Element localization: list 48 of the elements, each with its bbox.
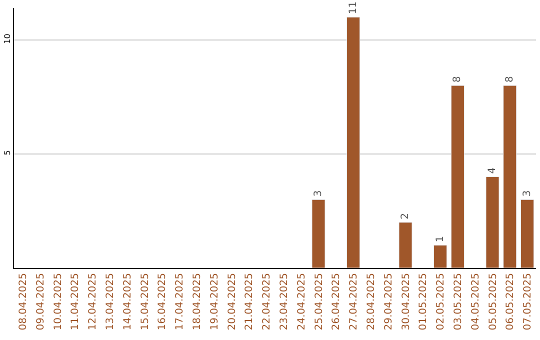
data-label: 8 [504, 76, 516, 83]
x-tick-label: 12.04.2025 [88, 273, 99, 330]
x-tick-label: 01.05.2025 [418, 273, 430, 330]
x-tick-label: 21.04.2025 [244, 273, 256, 330]
x-tick-label: 25.04.2025 [314, 273, 325, 330]
x-tick-label: 18.04.2025 [192, 273, 203, 330]
x-tick-label: 24.04.2025 [296, 273, 308, 330]
data-label: 3 [312, 190, 324, 197]
bar [450, 85, 464, 268]
data-label: 8 [452, 76, 464, 83]
x-tick-label: 09.04.2025 [35, 273, 46, 330]
x-tick-label: 08.04.2025 [18, 273, 29, 330]
data-label: 4 [487, 167, 498, 174]
bar [312, 199, 326, 268]
x-tick-label: 17.04.2025 [174, 273, 186, 330]
x-tick-label: 13.04.2025 [104, 273, 116, 330]
bar [520, 199, 534, 268]
y-tick-label: 5 [2, 150, 12, 156]
x-tick-label: 28.04.2025 [366, 273, 377, 330]
x-tick-label: 11.04.2025 [70, 273, 82, 330]
x-tick-label: 06.05.2025 [505, 273, 516, 330]
x-tick-label: 26.04.2025 [331, 273, 342, 330]
x-tick-label: 07.05.2025 [522, 273, 534, 330]
data-label: 3 [522, 190, 533, 197]
bar [503, 85, 517, 268]
x-tick-label: 03.05.2025 [452, 273, 464, 330]
data-label: 1 [434, 236, 446, 242]
x-tick-label: 27.04.2025 [348, 273, 360, 330]
x-tick-label: 14.04.2025 [122, 273, 134, 330]
y-tick-label: 10 [2, 34, 12, 44]
x-tick-label: 04.05.2025 [470, 273, 482, 330]
bar [398, 222, 412, 268]
bar [346, 16, 360, 268]
bar [434, 244, 448, 268]
bar [486, 176, 500, 268]
x-tick-label: 29.04.2025 [383, 273, 394, 330]
x-tick-label: 23.04.2025 [278, 273, 290, 330]
x-tick-label: 19.04.2025 [209, 273, 220, 330]
data-label: 11 [348, 1, 359, 14]
x-tick-label: 05.05.2025 [488, 273, 499, 330]
x-tick-label: 20.04.2025 [226, 273, 238, 330]
x-tick-label: 15.04.2025 [140, 273, 151, 330]
x-tick-label: 02.05.2025 [436, 273, 447, 330]
x-tick-label: 10.04.2025 [52, 273, 64, 330]
data-label: 2 [400, 213, 412, 220]
x-tick-label: 22.04.2025 [262, 273, 273, 330]
x-tick-label: 30.04.2025 [400, 273, 412, 330]
x-tick-label: 16.04.2025 [157, 273, 168, 330]
